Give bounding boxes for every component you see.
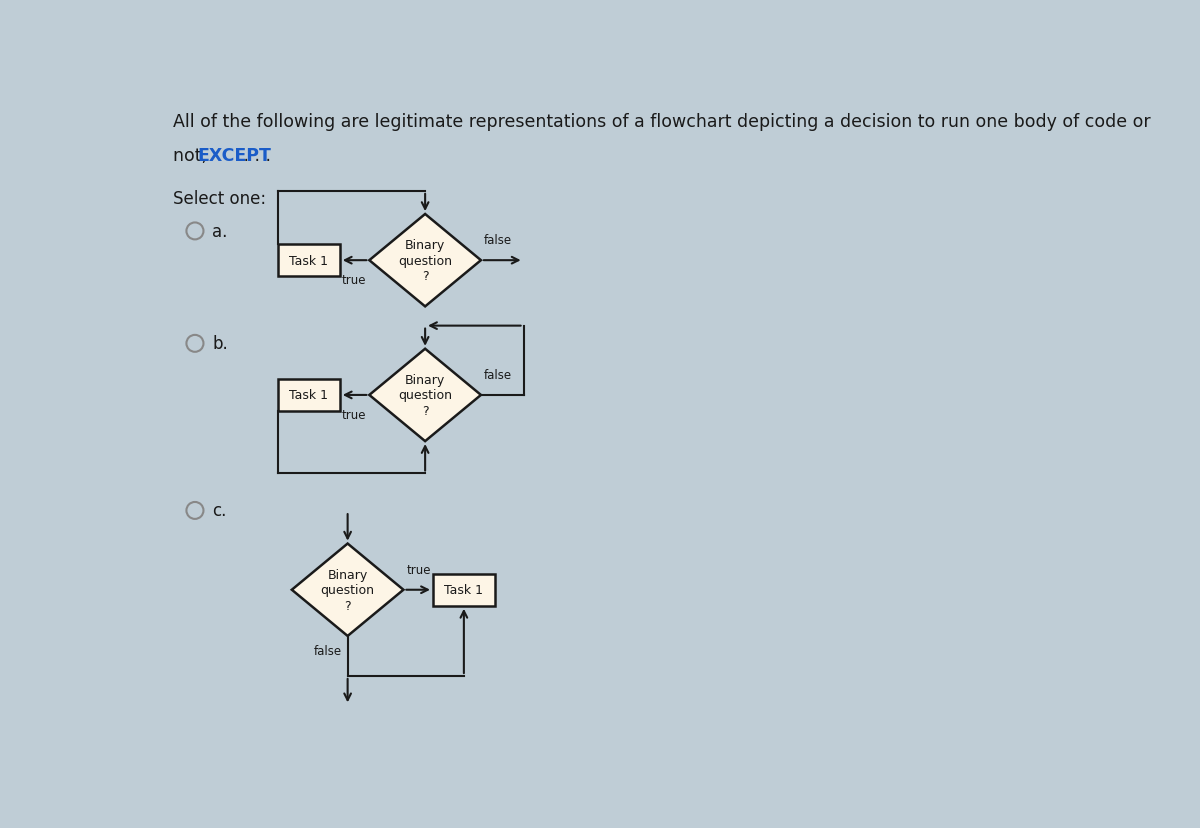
Text: false: false xyxy=(313,644,342,657)
Text: Select one:: Select one: xyxy=(173,190,266,208)
Bar xyxy=(433,574,494,606)
Text: false: false xyxy=(484,234,512,247)
Text: c.: c. xyxy=(212,502,227,520)
Text: All of the following are legitimate representations of a flowchart depicting a d: All of the following are legitimate repr… xyxy=(173,113,1151,131)
Text: Task 1: Task 1 xyxy=(289,389,329,402)
Bar xyxy=(278,245,340,277)
Text: true: true xyxy=(407,563,431,576)
Text: not,: not, xyxy=(173,147,212,165)
Text: Task 1: Task 1 xyxy=(444,584,484,596)
Polygon shape xyxy=(292,544,403,636)
Text: false: false xyxy=(484,368,512,382)
Polygon shape xyxy=(370,214,481,307)
Text: EXCEPT: EXCEPT xyxy=(197,147,271,165)
Text: Task 1: Task 1 xyxy=(289,254,329,267)
Text: b.: b. xyxy=(212,335,228,353)
Text: Binary
question
?: Binary question ? xyxy=(320,568,374,612)
Text: Binary
question
?: Binary question ? xyxy=(398,239,452,283)
Text: true: true xyxy=(342,408,366,421)
Text: . . .: . . . xyxy=(238,147,270,165)
Text: a.: a. xyxy=(212,223,227,241)
Bar xyxy=(278,379,340,412)
Polygon shape xyxy=(370,349,481,441)
Text: Binary
question
?: Binary question ? xyxy=(398,373,452,417)
Text: true: true xyxy=(342,274,366,287)
